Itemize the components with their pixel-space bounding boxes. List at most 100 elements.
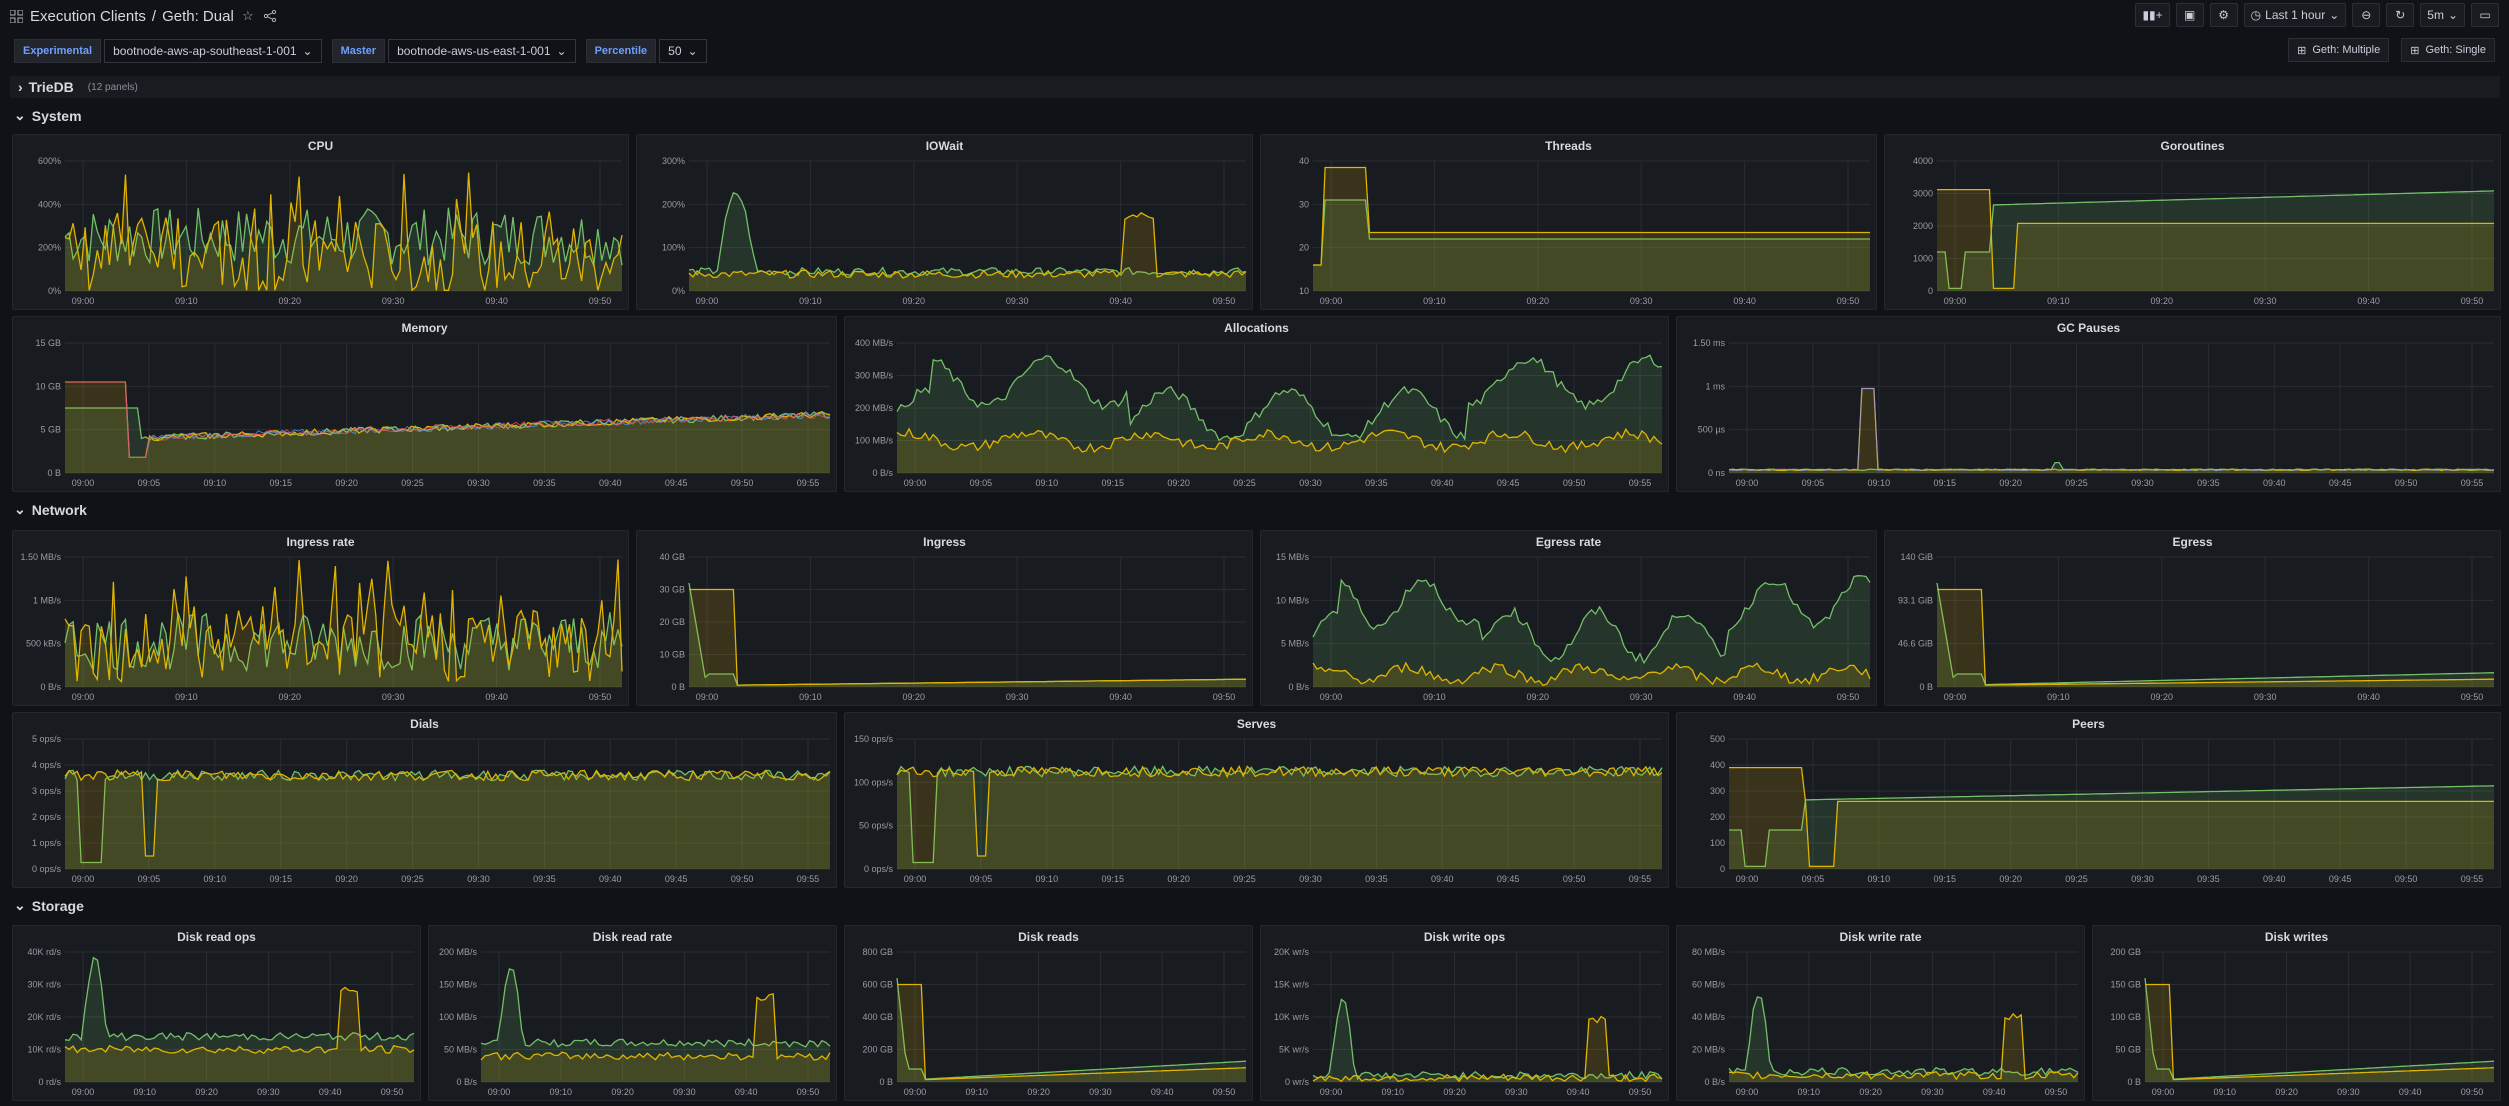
panel-memory[interactable]: 15 GB 10 GB 5 GB 0 B 09:00 09:05 09:10 09:15 09:…	[12, 316, 837, 492]
row-triedb[interactable]: › TrieDB (12 panels)	[10, 76, 2500, 98]
y-tick-label: 20	[1299, 243, 1309, 253]
y-tick-label: 50 MB/s	[444, 1045, 478, 1055]
x-tick-label: 09:15	[269, 478, 292, 488]
panel-diskreads[interactable]: 800 GB 600 GB 400 GB 200 GB 0 B 09:00 09:10 09:…	[844, 925, 1253, 1101]
x-tick-label: 09:40	[2357, 296, 2380, 306]
x-tick-label: 09:10	[1868, 874, 1891, 884]
panel-iowait[interactable]: 300% 200% 100% 0% 09:00 09:10 09:20 09:30 09:40 0…	[636, 134, 1253, 310]
settings-button[interactable]: ⚙	[2209, 3, 2238, 27]
x-tick-label: 09:30	[2131, 874, 2154, 884]
x-tick-label: 09:10	[966, 1087, 989, 1097]
row-storage[interactable]: ⌄ Storage	[14, 897, 2494, 914]
x-tick-label: 09:00	[488, 1087, 511, 1097]
x-tick-label: 09:20	[1167, 478, 1190, 488]
star-icon[interactable]: ☆	[241, 8, 254, 23]
panel-title[interactable]: CPU	[307, 139, 334, 153]
y-tick-label: 20 MB/s	[1692, 1045, 1726, 1055]
x-tick-label: 09:00	[904, 478, 927, 488]
x-tick-label: 09:50	[381, 1087, 404, 1097]
series-area	[1937, 589, 2494, 687]
panel-allocations[interactable]: 400 MB/s 300 MB/s 200 MB/s 100 MB/s 0 B/s 09:…	[844, 316, 1669, 492]
panel-title[interactable]: Disk write ops	[1423, 930, 1506, 944]
save-dashboard-button[interactable]: ▣	[2175, 3, 2204, 27]
panel-title[interactable]: Disk read ops	[177, 930, 256, 944]
row-panel-count: (12 panels)	[87, 81, 138, 93]
apps-grid-icon[interactable]	[8, 8, 24, 24]
share-icon[interactable]	[262, 8, 278, 24]
x-tick-label: 09:10	[550, 1087, 573, 1097]
panel-goroutines[interactable]: 4000 3000 2000 1000 0 09:00 09:10 09:20 09:30 09:…	[1884, 134, 2501, 310]
panel-diskreadops[interactable]: 40K rd/s 30K rd/s 20K rd/s 10K rd/s 0 rd/s 09…	[12, 925, 421, 1101]
panel-diskwriteops[interactable]: 20K wr/s 15K wr/s 10K wr/s 5K wr/s 0 wr/s 09:…	[1260, 925, 1669, 1101]
x-tick-label: 09:40	[2263, 478, 2286, 488]
panel-title[interactable]: Goroutines	[2160, 139, 2225, 153]
tv-mode-button[interactable]: ▭	[2471, 3, 2499, 27]
link-geth-multiple[interactable]: ⊞ Geth: Multiple	[2288, 38, 2390, 62]
y-tick-label: 0 B/s	[872, 468, 893, 478]
panel-graph: 500 400 300 200 100 0 09:00 09:05 09:10 09:15 09:2…	[1710, 734, 2495, 884]
series-line	[897, 983, 1247, 1081]
panel-title[interactable]: Disk write rate	[1839, 930, 1922, 944]
link-geth-single[interactable]: ⊞ Geth: Single	[2401, 38, 2495, 62]
variable-select-experimental[interactable]: bootnode-aws-ap-southeast-1-001 ⌄	[104, 39, 322, 63]
panel-title[interactable]: Disk writes	[2264, 930, 2329, 944]
panel-gcpauses[interactable]: 1.50 ms 1 ms 500 µs 0 ns 09:00 09:05 09:10 09:1…	[1676, 316, 2501, 492]
panel-title[interactable]: Egress	[2172, 535, 2213, 549]
panel-title[interactable]: IOWait	[925, 139, 964, 153]
add-panel-button[interactable]: ▮▮+	[2135, 3, 2170, 27]
breadcrumb: Execution Clients / Geth: Dual ☆	[8, 8, 278, 25]
panel-graph: 600% 400% 200% 0% 09:00 09:10 09:20 09:30 09:40 0…	[38, 156, 623, 306]
zoom-out-button[interactable]: ⊖	[2352, 3, 2381, 27]
panel-ingressrate[interactable]: 1.50 MB/s 1 MB/s 500 kB/s 0 B/s 09:00 09:10 09…	[12, 530, 629, 706]
panel-serves[interactable]: 150 ops/s 100 ops/s 50 ops/s 0 ops/s 09:00 09…	[844, 712, 1669, 888]
panel-ingress[interactable]: 40 GB 30 GB 20 GB 10 GB 0 B 09:00 09:10 09:20 09…	[636, 530, 1253, 706]
y-tick-label: 100 ops/s	[854, 777, 894, 787]
panel-dials[interactable]: 5 ops/s 4 ops/s 3 ops/s 2 ops/s 1 ops/s 0 ops…	[12, 712, 837, 888]
x-tick-label: 09:55	[797, 478, 820, 488]
x-tick-label: 09:10	[1382, 1087, 1405, 1097]
x-tick-label: 09:40	[2399, 1087, 2422, 1097]
panel-title[interactable]: Dials	[410, 717, 439, 731]
x-tick-label: 09:35	[2197, 874, 2220, 884]
x-tick-label: 09:40	[1431, 478, 1454, 488]
panel-title[interactable]: Threads	[1545, 139, 1592, 153]
row-system[interactable]: ⌄ System	[14, 107, 2494, 124]
panel-threads[interactable]: 40 30 20 10 09:00 09:10 09:20 09:30 09:40 09:50 Th…	[1260, 134, 1877, 310]
y-tick-label: 2000	[1913, 221, 1933, 231]
panel-title[interactable]: GC Pauses	[2056, 321, 2121, 335]
panel-title[interactable]: Memory	[401, 321, 448, 335]
refresh-button[interactable]: ↻	[2386, 3, 2415, 27]
panel-title[interactable]: Serves	[1236, 717, 1277, 731]
x-tick-label: 09:05	[1802, 478, 1825, 488]
panel-egress[interactable]: 140 GiB 93.1 GiB 46.6 GiB 0 B 09:00 09:10 09:2…	[1884, 530, 2501, 706]
panel-cpu[interactable]: 600% 400% 200% 0% 09:00 09:10 09:20 09:30 09:40 0…	[12, 134, 629, 310]
chevron-down-icon: ⌄	[302, 44, 313, 58]
panel-diskwrites[interactable]: 200 GB 150 GB 100 GB 50 GB 0 B 09:00 09:10 09:2…	[2092, 925, 2501, 1101]
panel-title[interactable]: Allocations	[1224, 321, 1289, 335]
panel-title[interactable]: Peers	[2072, 717, 2105, 731]
x-tick-label: 09:35	[533, 874, 556, 884]
panel-title[interactable]: Disk reads	[1018, 930, 1079, 944]
panel-egressrate[interactable]: 15 MB/s 10 MB/s 5 MB/s 0 B/s 09:00 09:10 09:20…	[1260, 530, 1877, 706]
x-tick-label: 09:55	[1629, 478, 1652, 488]
time-picker-button[interactable]: ◷ Last 1 hour ⌄	[2243, 3, 2347, 27]
x-tick-label: 09:05	[1802, 874, 1825, 884]
panel-title[interactable]: Ingress rate	[286, 535, 355, 549]
folder-link[interactable]: Execution Clients	[30, 7, 146, 25]
x-tick-label: 09:20	[1859, 1087, 1882, 1097]
panel-title[interactable]: Ingress	[923, 535, 966, 549]
panel-peers[interactable]: 500 400 300 200 100 0 09:00 09:05 09:10 09:15 09:2…	[1676, 712, 2501, 888]
panel-title[interactable]: Disk read rate	[592, 930, 673, 944]
row-network[interactable]: ⌄ Network	[14, 501, 2494, 518]
panel-diskwriterate[interactable]: 80 MB/s 60 MB/s 40 MB/s 20 MB/s 0 B/s 09:00 09…	[1676, 925, 2085, 1101]
refresh-interval-button[interactable]: 5m ⌄	[2420, 3, 2465, 27]
variable-select-master[interactable]: bootnode-aws-us-east-1-001 ⌄	[388, 39, 576, 63]
chevron-down-icon: ⌄	[687, 44, 698, 58]
x-tick-label: 09:50	[2045, 1087, 2068, 1097]
variable-select-percentile[interactable]: 50 ⌄	[659, 39, 707, 63]
y-tick-label: 0 B/s	[1288, 682, 1309, 692]
y-tick-label: 30	[1299, 199, 1309, 209]
panel-title[interactable]: Egress rate	[1535, 535, 1602, 549]
panel-diskreadrate[interactable]: 200 MB/s 150 MB/s 100 MB/s 50 MB/s 0 B/s 09:0…	[428, 925, 837, 1101]
series-line	[896, 977, 1247, 1080]
